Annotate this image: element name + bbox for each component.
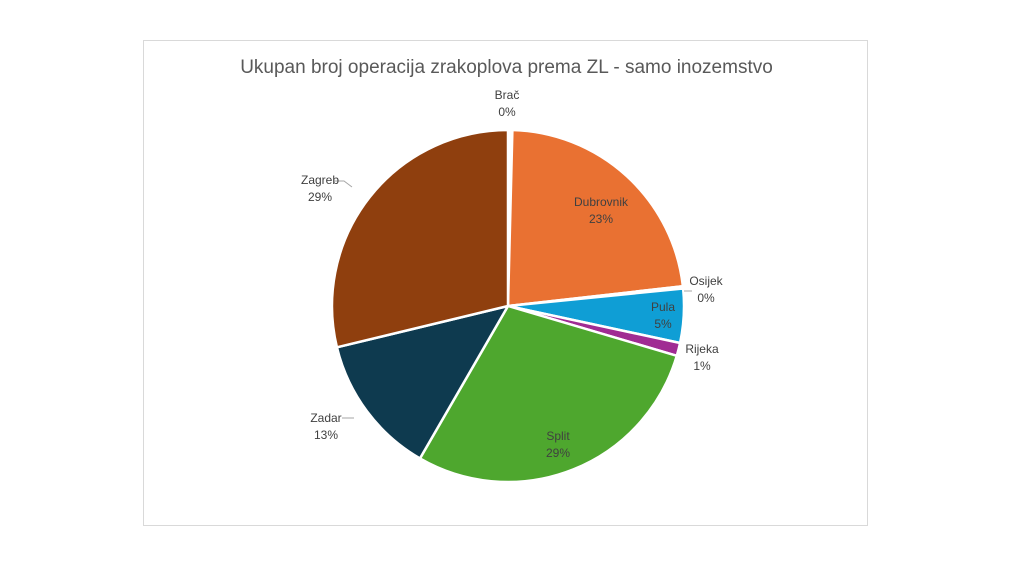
data-label-percent-zagreb: 29% (308, 190, 332, 204)
data-labels: Brač 0% Dubrovnik 23% Osijek 0% Pula 5% Rijeka 1%… (301, 88, 724, 460)
chart-title: Ukupan broj operacija zrakoplova prema Z… (240, 57, 773, 78)
data-label-percent-rijeka: 1% (693, 359, 711, 373)
pie-slice-dubrovnik (506, 128, 685, 308)
data-label-category-rijeka: Rijeka (685, 342, 719, 356)
data-label-percent-zadar: 13% (314, 428, 338, 442)
data-label-category-bra: Brač (495, 88, 520, 102)
pie-slice-zadar (335, 304, 510, 460)
pie-chart: Brač 0% Dubrovnik 23% Osijek 0% Pula 5% Rijeka 1%… (301, 88, 724, 484)
leader-line-zagreb (334, 180, 353, 188)
data-label-category-pula: Pula (651, 300, 675, 314)
data-label-percent-osijek: 0% (697, 291, 715, 305)
data-label-percent-bra: 0% (498, 105, 516, 119)
data-label-category-split: Split (546, 429, 570, 443)
chart-area: Ukupan broj operacija zrakoplova prema Z… (143, 40, 868, 526)
data-label-category-dubrovnik: Dubrovnik (574, 195, 629, 209)
data-label-percent-dubrovnik: 23% (589, 212, 613, 226)
data-label-category-zadar: Zadar (310, 411, 341, 425)
data-label-category-zagreb: Zagreb (301, 173, 339, 187)
data-label-category-osijek: Osijek (689, 274, 723, 288)
data-label-percent-split: 29% (546, 446, 570, 460)
pie-slices (330, 128, 686, 484)
pie-slice-zagreb (330, 128, 510, 349)
pie-slice-split (418, 304, 679, 484)
leader-lines (334, 180, 692, 419)
data-label-percent-pula: 5% (654, 317, 672, 331)
